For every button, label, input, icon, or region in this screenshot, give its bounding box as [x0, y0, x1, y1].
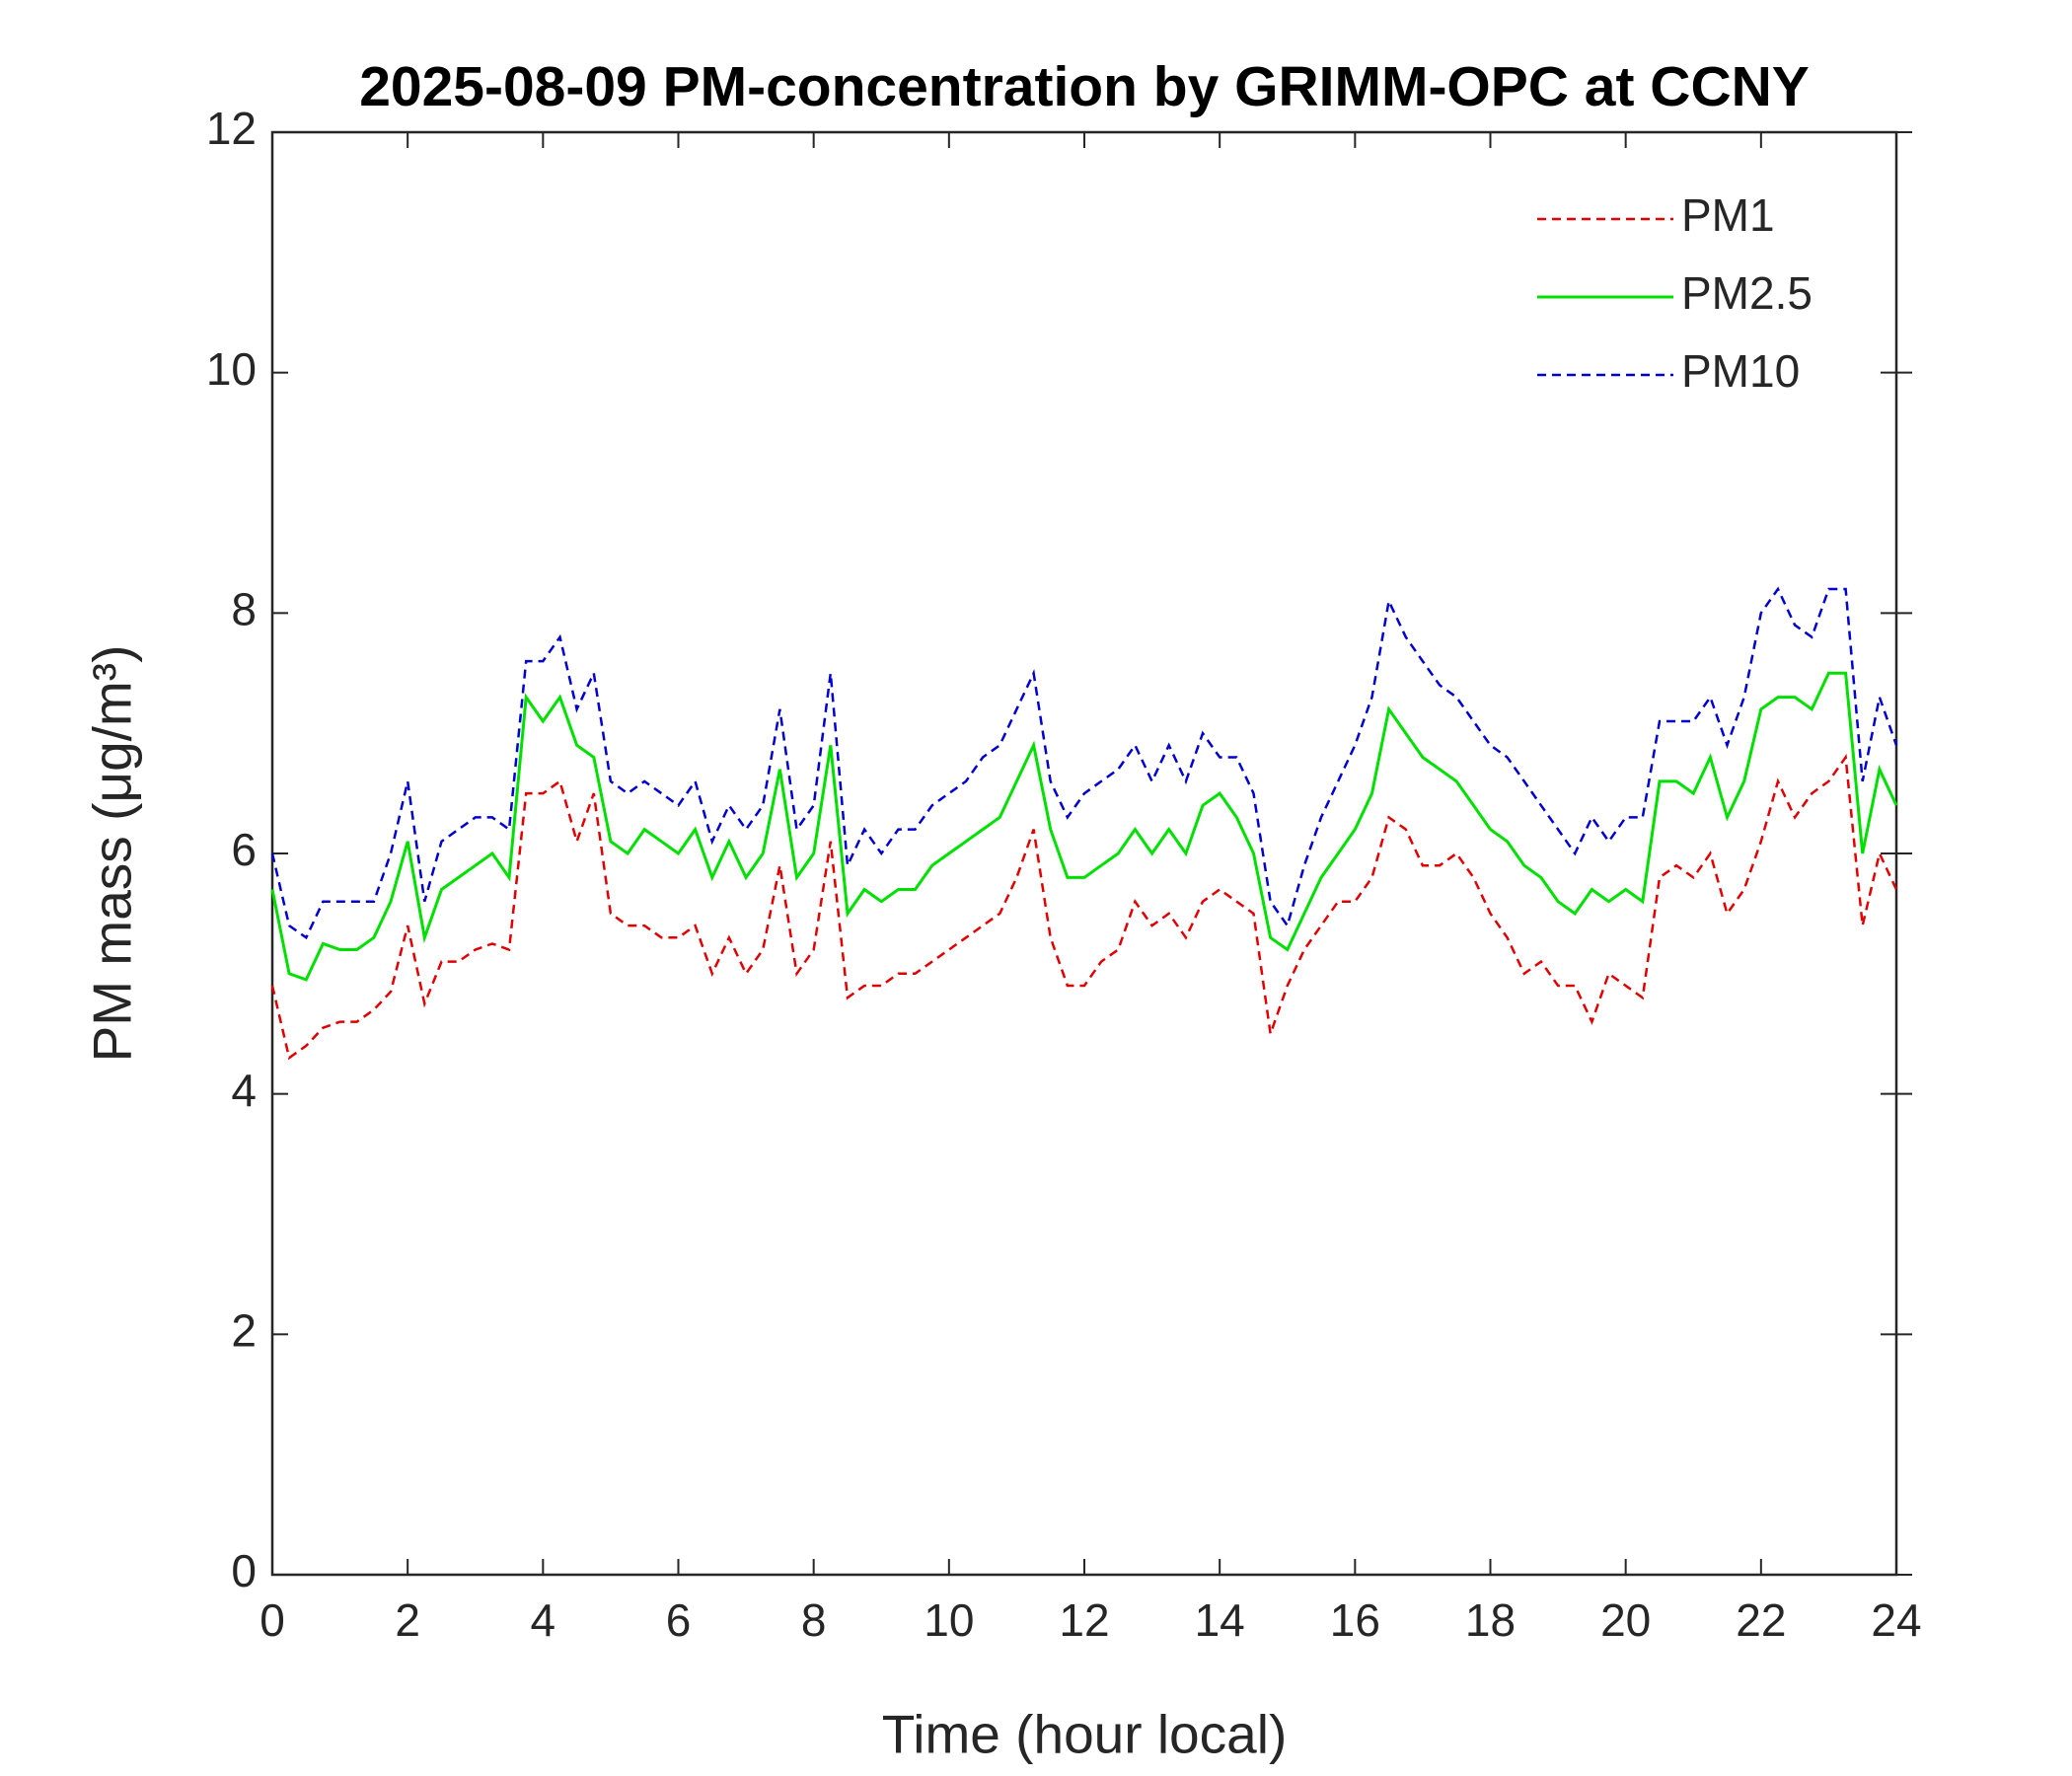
x-tick-label: 4	[531, 1594, 556, 1646]
x-tick-label: 6	[666, 1594, 692, 1646]
legend-label: PM10	[1681, 345, 1800, 397]
x-tick-label: 20	[1600, 1594, 1651, 1646]
data-line	[270, 754, 1898, 1061]
x-tick-label: 2	[395, 1594, 420, 1646]
x-axis-label: Time (hour local)	[882, 1704, 1288, 1765]
y-tick-label: 0	[231, 1545, 257, 1596]
x-tick-label: 22	[1736, 1594, 1786, 1646]
data-line	[270, 586, 1898, 940]
x-tick-label: 0	[259, 1594, 285, 1646]
y-tick-label: 2	[231, 1304, 257, 1356]
y-axis-label: PM mass (μg/m³)	[82, 645, 143, 1063]
legend-label: PM2.5	[1681, 267, 1813, 319]
x-tick-label: 12	[1059, 1594, 1109, 1646]
y-tick-label: 6	[231, 824, 257, 875]
y-tick-label: 4	[231, 1065, 257, 1116]
x-tick-label: 16	[1330, 1594, 1380, 1646]
chart-title: 2025-08-09 PM-concentration by GRIMM-OPC…	[359, 55, 1810, 118]
x-tick-label: 18	[1465, 1594, 1516, 1646]
legend-label: PM1	[1681, 189, 1775, 241]
x-tick-label: 8	[801, 1594, 827, 1646]
x-tick-label: 14	[1195, 1594, 1245, 1646]
x-tick-label: 10	[924, 1594, 974, 1646]
y-tick-label: 10	[206, 343, 257, 395]
y-tick-label: 12	[206, 103, 257, 154]
x-tick-label: 24	[1871, 1594, 1921, 1646]
y-tick-label: 8	[231, 583, 257, 634]
data-line	[270, 671, 1898, 982]
